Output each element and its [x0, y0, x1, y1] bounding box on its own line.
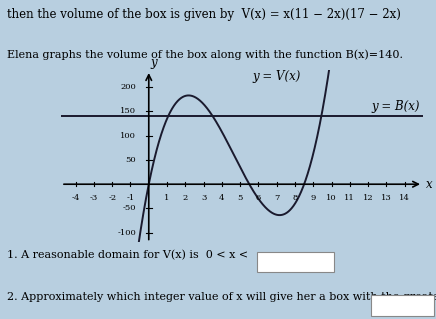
Text: 4: 4	[219, 194, 225, 202]
Text: -100: -100	[117, 229, 136, 237]
Text: -2: -2	[108, 194, 116, 202]
Text: 5: 5	[238, 194, 243, 202]
Text: Elena graphs the volume of the box along with the function B(x)=140.: Elena graphs the volume of the box along…	[7, 49, 402, 60]
Text: ▾: ▾	[418, 300, 423, 311]
Text: 200: 200	[120, 83, 136, 91]
Text: 50: 50	[126, 156, 136, 164]
Text: then the volume of the box is given by  V(x) = x(11 − 2x)(17 − 2x): then the volume of the box is given by V…	[7, 8, 400, 21]
Text: 8: 8	[292, 194, 298, 202]
Text: 11: 11	[344, 194, 355, 202]
FancyBboxPatch shape	[257, 252, 334, 272]
Text: y = V(x): y = V(x)	[252, 70, 301, 83]
Text: 150: 150	[120, 108, 136, 115]
Text: 10: 10	[326, 194, 337, 202]
Text: -3: -3	[90, 194, 98, 202]
Text: 3: 3	[201, 194, 206, 202]
Text: 6: 6	[256, 194, 261, 202]
Text: y: y	[150, 56, 157, 69]
Text: 100: 100	[120, 132, 136, 140]
Text: 1: 1	[164, 194, 170, 202]
Text: 7: 7	[274, 194, 279, 202]
Text: 13: 13	[381, 194, 392, 202]
Text: 2. Approximately which integer value of x will give her a box with the greatest : 2. Approximately which integer value of …	[7, 292, 436, 302]
Text: 9: 9	[310, 194, 316, 202]
Text: 1. A reasonable domain for V(x) is  0 < x <: 1. A reasonable domain for V(x) is 0 < x…	[7, 250, 248, 260]
Text: -50: -50	[123, 204, 136, 212]
Text: 12: 12	[363, 194, 373, 202]
Text: y = B(x): y = B(x)	[372, 100, 420, 114]
Text: -4: -4	[72, 194, 80, 202]
Text: ▾: ▾	[324, 257, 329, 267]
Text: -1: -1	[126, 194, 135, 202]
FancyBboxPatch shape	[371, 295, 434, 316]
Text: 14: 14	[399, 194, 410, 202]
Text: 2: 2	[183, 194, 188, 202]
Text: x: x	[426, 178, 432, 191]
